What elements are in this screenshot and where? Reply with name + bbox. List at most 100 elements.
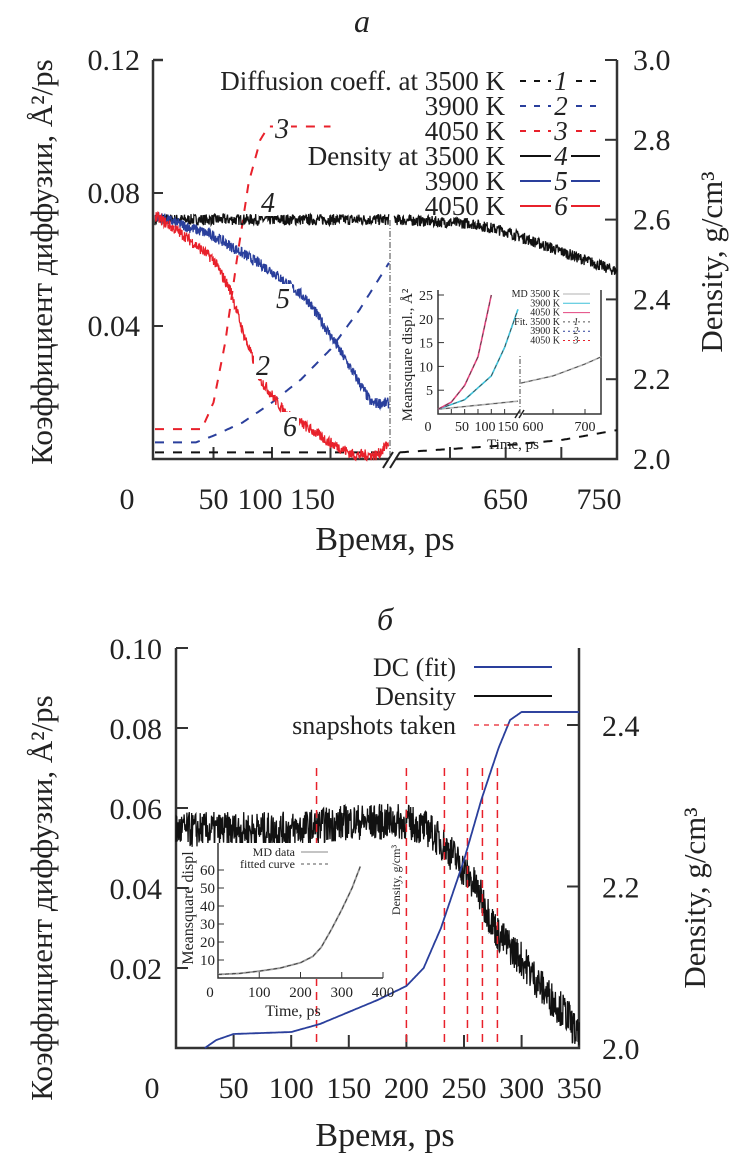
inset-legend-number: 1 — [574, 317, 579, 328]
y-axis-label: Коэффициент диффузии, Å²/ps — [24, 59, 59, 464]
inset-legend-label: 3900 K — [530, 298, 561, 309]
x-tick-label: 250 — [442, 1072, 487, 1105]
y2-tick-label: 3.0 — [633, 44, 671, 77]
legend-number: 6 — [554, 191, 568, 221]
x-axis-label: Время, ps — [315, 1117, 454, 1154]
curve-label-6: 6 — [283, 412, 297, 443]
x-tick-label: 750 — [576, 483, 621, 516]
series-line-6 — [154, 211, 390, 462]
inset-x-tick-label: 150 — [498, 420, 519, 435]
inset-legend-number: 3 — [573, 336, 579, 347]
legend-label-bg — [551, 141, 571, 169]
inset-x-tick-label: 700 — [575, 420, 596, 435]
x-tick-label: 300 — [499, 1072, 544, 1105]
inset-x-tick-label: 300 — [331, 985, 354, 1001]
y-tick-label: 0.06 — [110, 793, 163, 826]
x-tick-label: 350 — [557, 1072, 602, 1105]
x-tick-label: 100 — [238, 483, 283, 516]
inset-x-label: Time, ps — [487, 437, 539, 453]
y-tick-label: 0.04 — [88, 310, 141, 343]
inset-x-tick-label: 100 — [475, 420, 496, 435]
y-tick-label: 0.04 — [110, 873, 163, 906]
x-axis-label: Время, ps — [315, 521, 454, 558]
panel-a-title: а — [354, 3, 370, 39]
legend-entry-label: 3900 K — [425, 91, 506, 121]
series-line-4 — [393, 213, 618, 275]
inset-a-frame — [437, 290, 602, 415]
x-tick-label: 0 — [120, 483, 135, 516]
label-bg — [259, 188, 277, 216]
y2-tick-label: 2.8 — [633, 124, 671, 157]
legend-entry-label: Diffusion coeff. at 3500 K — [220, 66, 505, 96]
legend-number: 5 — [554, 166, 568, 196]
x-tick-label: 150 — [290, 483, 335, 516]
inset-legend-label: 4050 K — [530, 336, 561, 347]
inset-x-tick-label: 200 — [289, 985, 312, 1001]
inset-legend-number: 2 — [574, 326, 579, 337]
series-line-1 — [399, 429, 618, 454]
inset-legend-label: 4050 K — [530, 308, 561, 319]
inset-fit-curve — [218, 866, 361, 975]
inset-y-tick-label: 5 — [426, 384, 433, 399]
y-tick-label: 0.12 — [88, 44, 141, 77]
legend-number: 4 — [554, 141, 568, 171]
inset-break-mark — [514, 409, 525, 419]
x-tick-label: 200 — [384, 1072, 429, 1105]
inset-a-bg — [436, 288, 606, 416]
y-tick-label: 0.08 — [88, 177, 141, 210]
inset-x-tick-label: 400 — [372, 985, 395, 1001]
x-tick-label: 50 — [219, 1072, 249, 1105]
inset-y-tick-label: 10 — [200, 953, 215, 969]
y-axis-label: Коэффициент диффузии, Å²/ps — [24, 695, 59, 1100]
inset-y-tick-label: 20 — [200, 935, 215, 951]
y-tick-label: 0.02 — [110, 953, 163, 986]
y2-tick-label: 2.0 — [633, 443, 671, 476]
inset-y-label: Meansquare displ — [180, 851, 197, 965]
series-line-2 — [155, 262, 390, 444]
panel-b-axes — [174, 648, 581, 1050]
label-bg — [254, 351, 272, 379]
y-tick-label: 0.10 — [110, 633, 163, 666]
y2-tick-label: 2.4 — [633, 283, 671, 316]
inset-legend-label: MD data — [253, 845, 296, 859]
curve-label-2: 2 — [256, 351, 270, 382]
legend-label-bg — [551, 191, 571, 219]
panel-a-left-axis — [151, 60, 389, 461]
legend-entry-label: Density at 3500 K — [308, 141, 506, 171]
inset-y-tick-label: 30 — [200, 917, 215, 933]
x-tick-label: 100 — [269, 1072, 314, 1105]
inset-y-tick-label: 40 — [200, 899, 215, 915]
legend-number: 1 — [554, 66, 568, 96]
legend-number: 3 — [553, 116, 568, 146]
y-tick-label: 0.08 — [110, 713, 163, 746]
x-tick-label: 650 — [483, 483, 528, 516]
inset-density-label: Density, g/cm³ — [389, 845, 403, 916]
y2-axis-label: Density, g/cm³ — [677, 807, 712, 988]
inset-legend-label: fitted curve — [240, 857, 295, 871]
panel-b-title: б — [377, 601, 394, 637]
label-bg — [274, 284, 292, 312]
label-bg — [281, 412, 299, 440]
inset-fit-curve — [437, 294, 492, 410]
legend-label-bg — [551, 66, 571, 94]
inset-legend-label: 3900 K — [530, 326, 561, 337]
inset-x-label: Time, ps — [265, 1003, 320, 1020]
legend-label-bg — [551, 166, 571, 194]
y2-axis-label: Density, g/cm³ — [694, 171, 729, 352]
inset-x-tick-label: 0 — [425, 420, 432, 435]
panel-a: а0 50 100 150 650 7500.040.080.122.02.22.42.6… — [24, 3, 729, 558]
legend-entry-label: snapshots taken — [292, 711, 456, 740]
series-line-3 — [155, 125, 331, 431]
inset-md-curve — [437, 309, 519, 410]
label-bg — [273, 114, 291, 142]
legend-entry-label: 4050 K — [425, 191, 506, 221]
curve-label-4: 4 — [261, 188, 275, 219]
inset-x-tick-label: 100 — [248, 985, 271, 1001]
inset-x-tick-label: 0 — [206, 985, 214, 1001]
inset-fit-curve — [520, 356, 602, 384]
legend-label-bg — [551, 91, 571, 119]
inset-x-tick-label: 600 — [523, 420, 544, 435]
y2-tick-label: 2.4 — [602, 710, 640, 743]
